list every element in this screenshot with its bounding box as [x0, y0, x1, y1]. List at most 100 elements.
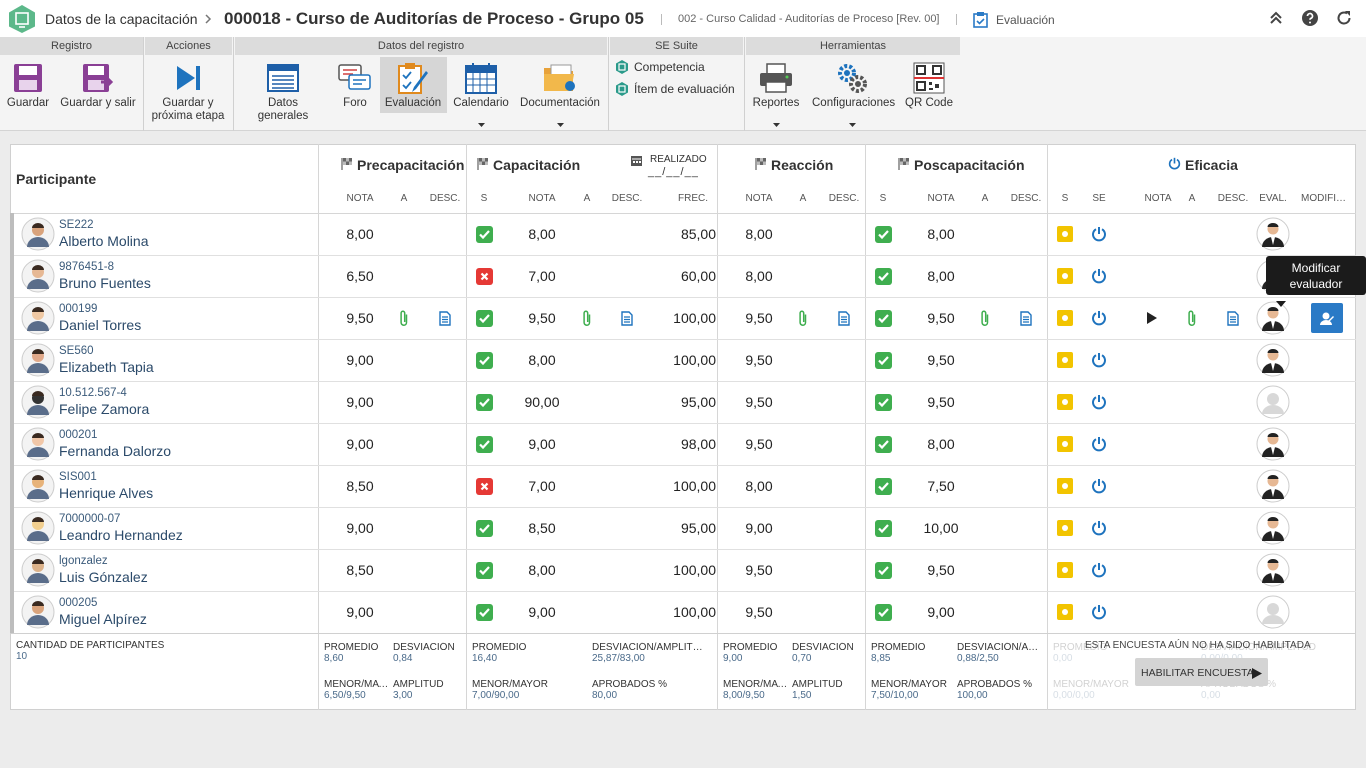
stat-value: 7,00/90,00 [472, 690, 520, 701]
start-evaluation-part [1147, 312, 1157, 324]
enable-survey-button[interactable] [1135, 658, 1268, 686]
toolbar-icon-part [196, 66, 200, 90]
survey-enable[interactable] [1091, 478, 1107, 494]
evaluator-avatar[interactable] [1256, 301, 1290, 335]
participant-id: 9876451-8 [59, 261, 114, 273]
participant-avatar-part [27, 321, 49, 331]
evaluator-avatar[interactable] [1256, 511, 1290, 545]
stat-value: 0,84 [393, 653, 413, 664]
section-icon-flag-part [755, 158, 766, 170]
refresh-button-part [1345, 11, 1350, 16]
attendance-frequency: 100,00 [673, 562, 716, 578]
separator [661, 14, 662, 25]
row-divider [10, 591, 1356, 592]
stat-label: AMPLITUD [393, 679, 444, 690]
toolbar-icon-part [398, 63, 428, 94]
se-suite-link[interactable]: Ítem de evaluación [634, 82, 735, 96]
modify-evaluator-button-part [1327, 316, 1334, 323]
stat-label: MENOR/MAYOR [723, 679, 789, 690]
survey-enable[interactable] [1091, 520, 1107, 536]
status-failed [475, 267, 493, 285]
description-icon[interactable] [621, 310, 633, 326]
survey-enable[interactable] [1091, 310, 1107, 326]
attachment-icon[interactable] [798, 309, 808, 327]
evaluator-avatar-part [1256, 385, 1290, 419]
toolbar-icon [759, 61, 793, 95]
evaluator-avatar-part [1271, 321, 1275, 329]
evaluator-avatar[interactable] [1256, 385, 1290, 419]
survey-enable[interactable] [1091, 436, 1107, 452]
toolbar-icon-part [101, 76, 114, 88]
evaluator-avatar[interactable] [1256, 553, 1290, 587]
attachment-icon-part [1188, 309, 1196, 326]
se-suite-icon-part [616, 60, 628, 74]
description-icon[interactable] [838, 310, 850, 326]
survey-enable[interactable] [1091, 562, 1107, 578]
participant-id: 7000000-07 [59, 513, 121, 525]
survey-enable[interactable] [1091, 352, 1107, 368]
toolbar-icon-part [338, 64, 371, 90]
post-training-grade: 9,50 [927, 562, 955, 578]
survey-enable[interactable] [1091, 226, 1107, 242]
attachment-icon-part [981, 309, 989, 326]
evaluator-avatar[interactable] [1256, 343, 1290, 377]
participant-avatar-part [32, 601, 44, 606]
collapse-button[interactable] [1269, 11, 1283, 30]
tooltip: Modificar evaluador [1266, 256, 1366, 295]
status-approved-part [877, 355, 889, 365]
attachment-icon[interactable] [399, 309, 409, 327]
refresh-button[interactable] [1336, 10, 1352, 31]
description-icon[interactable] [439, 310, 451, 326]
survey-enable[interactable] [1091, 394, 1107, 410]
reaction-grade: 8,00 [745, 478, 773, 494]
toolbar-icon-part [268, 65, 298, 71]
row-divider [10, 465, 1356, 466]
attendance-frequency: 60,00 [680, 268, 716, 284]
status-approved-part [478, 565, 490, 575]
evaluator-avatar[interactable] [1256, 469, 1290, 503]
attachment-icon[interactable] [980, 309, 990, 327]
description-icon[interactable] [1020, 310, 1032, 326]
pre-grade: 6,50 [346, 268, 374, 284]
attachment-icon[interactable] [582, 309, 592, 327]
attachment-icon-part [799, 309, 807, 326]
toolbar-icon-part [838, 64, 856, 82]
evaluator-avatar[interactable] [1256, 427, 1290, 461]
survey-status-part [1057, 352, 1073, 368]
row-accent [10, 507, 14, 549]
attachment-icon[interactable] [1187, 309, 1197, 327]
toolbar-button-label: Documentación [520, 97, 600, 109]
training-grade: 9,50 [528, 310, 556, 326]
section-title: Poscapacitación [914, 157, 1025, 173]
survey-status [1057, 604, 1073, 620]
survey-enable[interactable] [1091, 268, 1107, 284]
description-icon[interactable] [1227, 310, 1239, 326]
participant-avatar-part [21, 301, 55, 335]
status-approved [874, 309, 892, 327]
stat-label: MENOR/MAYOR [871, 679, 947, 690]
pre-grade: 9,50 [346, 310, 374, 326]
participant-avatar-part [27, 615, 49, 625]
survey-status-part [1057, 268, 1073, 284]
status-approved-part [874, 477, 892, 495]
section-icon-flag-part [477, 158, 488, 170]
column-label: MODIFICAR [1301, 193, 1351, 204]
help-button[interactable] [1302, 10, 1318, 31]
status-approved-part [877, 439, 889, 449]
description-icon-part [1020, 310, 1032, 326]
row-accent [10, 381, 14, 423]
modify-evaluator-button[interactable] [1311, 303, 1343, 333]
stat-value: 100,00 [957, 690, 988, 701]
dropdown-arrow-part [849, 123, 856, 127]
se-suite-link[interactable]: Competencia [634, 60, 705, 74]
stat-label: MENOR/MAYOR [472, 679, 548, 690]
stat-value: 8,85 [871, 653, 891, 664]
survey-status-part [1057, 394, 1073, 410]
pre-grade: 8,50 [346, 478, 374, 494]
description-icon-part [1020, 310, 1032, 326]
start-evaluation[interactable] [1146, 311, 1158, 325]
evaluator-avatar[interactable] [1256, 217, 1290, 251]
toolbar-icon-part [343, 69, 357, 75]
evaluator-avatar[interactable] [1256, 595, 1290, 629]
survey-enable[interactable] [1091, 604, 1107, 620]
